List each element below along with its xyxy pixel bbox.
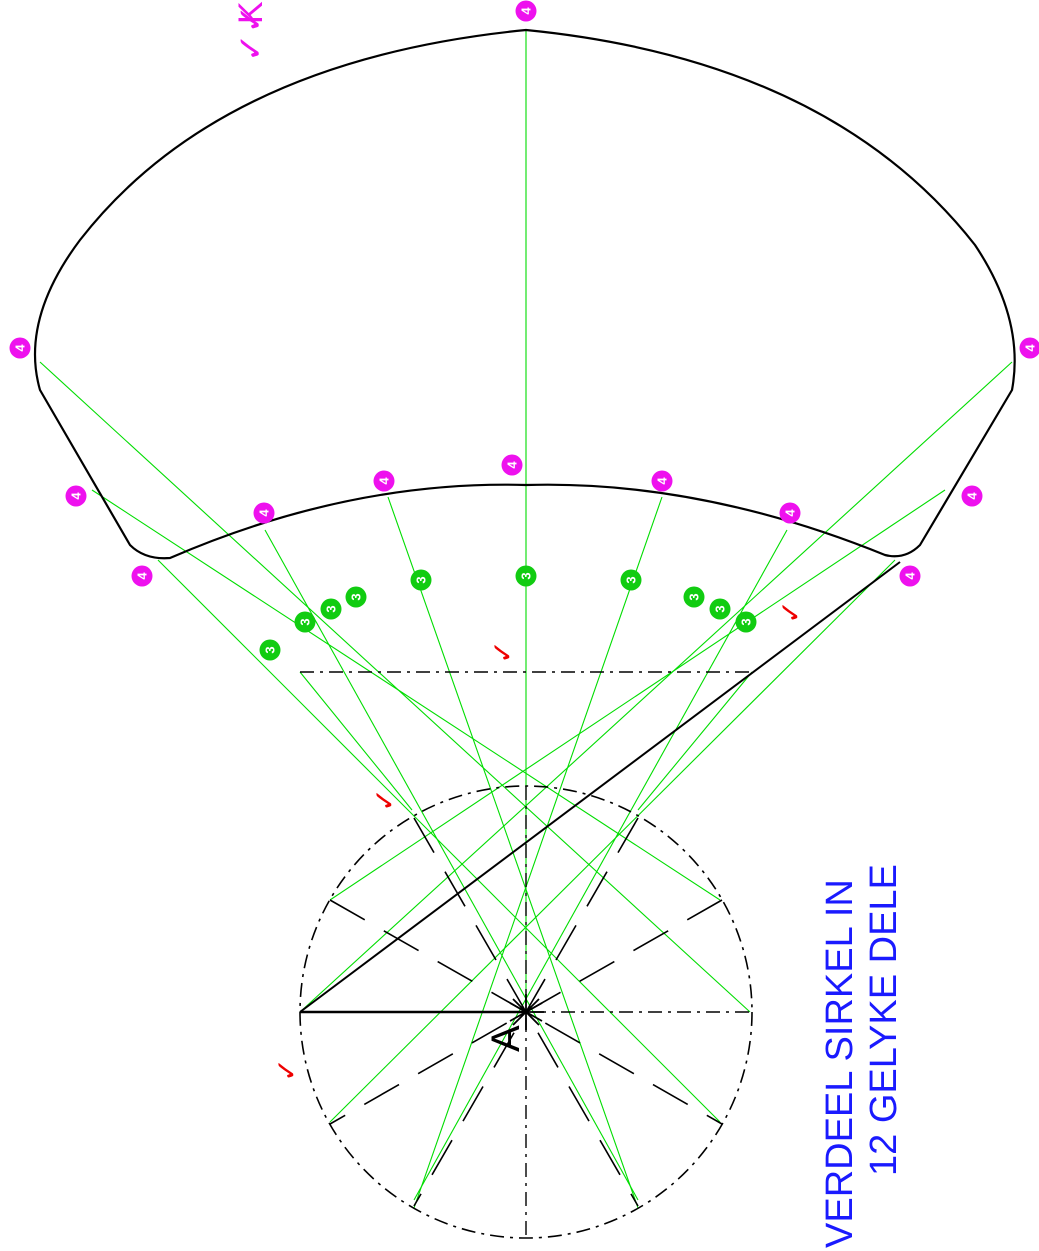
step-4-marker-label: 4 xyxy=(505,461,520,469)
step-4-marker-label: 4 xyxy=(903,572,918,580)
step-3-marker-circle xyxy=(294,611,316,633)
step-4-marker-label: 4 xyxy=(655,477,670,485)
step-4-marker: 4 xyxy=(65,485,87,507)
step-3-marker-label: 3 xyxy=(624,576,639,583)
step-3-marker-label: 3 xyxy=(324,605,339,612)
check-mark: ✓ xyxy=(774,600,807,623)
step-4-marker-circle xyxy=(65,485,87,507)
step-3-marker-label: 3 xyxy=(687,593,702,600)
check-mark: ✓ xyxy=(368,788,401,811)
step-3-marker-circle xyxy=(735,611,757,633)
step-4-marker-label: 4 xyxy=(69,492,84,500)
step-3-marker: 3 xyxy=(620,569,642,591)
generator-line xyxy=(91,489,721,901)
step-4-marker: 4 xyxy=(373,470,395,492)
generator-line xyxy=(329,559,896,1123)
step-4-marker-circle xyxy=(1019,337,1039,359)
step-3-marker-label: 3 xyxy=(263,646,278,653)
step-3-marker: 3 xyxy=(735,611,757,633)
step-4-marker-label: 4 xyxy=(13,344,28,352)
step-4-marker-circle xyxy=(961,485,983,507)
step-4-marker-label: 4 xyxy=(377,477,392,485)
generator-line xyxy=(299,671,413,811)
step-3-marker-circle xyxy=(345,586,367,608)
step-3-marker: 3 xyxy=(515,565,537,587)
step-3-marker: 3 xyxy=(259,639,281,661)
step-4-marker-label: 4 xyxy=(783,509,798,517)
generator-line xyxy=(39,361,751,1013)
step-4-marker: 4 xyxy=(651,470,673,492)
step-3-marker-label: 3 xyxy=(349,593,364,600)
generator-line xyxy=(299,361,1013,1013)
step-4-marker-circle xyxy=(515,0,537,22)
cone-outline xyxy=(299,561,901,1014)
step-3-marker-circle xyxy=(410,569,432,591)
step-3-marker-label: 3 xyxy=(519,572,534,579)
step-4-marker-label: 4 xyxy=(135,572,150,580)
step-4-marker-circle xyxy=(253,502,275,524)
step-3-marker-circle xyxy=(259,639,281,661)
title-group: VERDEEL SIRKEL IN 12 GELYKE DELE xyxy=(819,864,905,1248)
corner-note: ✓✓ K xyxy=(232,1,270,62)
check-mark: ✓ xyxy=(486,640,519,663)
step-4-marker-label: 4 xyxy=(519,7,534,15)
step-4-marker: 4 xyxy=(899,565,921,587)
step-4-marker-circle xyxy=(501,454,523,476)
step-3-marker-circle xyxy=(709,598,731,620)
corner-note-mark: ✓✓ xyxy=(232,5,270,62)
step-3-marker: 3 xyxy=(709,598,731,620)
development-outline xyxy=(33,28,1016,560)
step-3-marker: 3 xyxy=(294,611,316,633)
step-4-marker-circle xyxy=(373,470,395,492)
step-3-marker-circle xyxy=(515,565,537,587)
step-3-marker-label: 3 xyxy=(414,576,429,583)
step-4-marker: 4 xyxy=(131,565,153,587)
step-4-marker: 4 xyxy=(515,0,537,22)
step-3-marker-circle xyxy=(683,586,705,608)
step-markers: 3 3 3 3 3 3 3 3 3 3 4 4 4 4 4 4 4 4 4 4 4 4 xyxy=(9,0,1039,661)
step-4-marker-label: 4 xyxy=(965,492,980,500)
step-3-marker: 3 xyxy=(410,569,432,591)
construction-lines xyxy=(39,30,1013,1209)
generator-line xyxy=(329,489,946,901)
step-4-marker: 4 xyxy=(253,502,275,524)
step-3-marker-circle xyxy=(320,598,342,620)
step-3-marker-circle xyxy=(620,569,642,591)
step-3-marker: 3 xyxy=(345,586,367,608)
step-4-marker-label: 4 xyxy=(257,509,272,517)
cone-slant-line xyxy=(299,561,901,1013)
step-4-marker-label: 4 xyxy=(1023,344,1038,352)
step-4-marker-circle xyxy=(9,337,31,359)
step-4-marker: 4 xyxy=(779,502,801,524)
generator-line xyxy=(264,529,639,1201)
step-3-marker-label: 3 xyxy=(739,618,754,625)
step-3-marker: 3 xyxy=(683,586,705,608)
check-mark: ✓ xyxy=(270,1058,303,1081)
step-4-marker-circle xyxy=(651,470,673,492)
title-line-1: VERDEEL SIRKEL IN xyxy=(819,879,861,1248)
step-4-marker: 4 xyxy=(501,454,523,476)
step-3-marker-label: 3 xyxy=(298,618,313,625)
step-4-marker: 4 xyxy=(961,485,983,507)
corner-note-text: K xyxy=(232,1,270,24)
step-3-marker: 3 xyxy=(320,598,342,620)
generator-line xyxy=(413,496,663,1209)
generator-line xyxy=(637,671,753,811)
generator-line xyxy=(413,529,788,1201)
generator-line xyxy=(157,559,721,1123)
step-4-marker-circle xyxy=(131,565,153,587)
step-4-marker-circle xyxy=(779,502,801,524)
step-4-marker: 4 xyxy=(9,337,31,359)
title-line-2: 12 GELYKE DELE xyxy=(863,864,905,1176)
step-4-marker: 4 xyxy=(1019,337,1039,359)
check-marks: ✓ ✓ ✓ ✓ xyxy=(270,600,807,1081)
point-a-label: A xyxy=(484,1025,528,1052)
step-3-marker-label: 3 xyxy=(713,605,728,612)
step-4-marker-circle xyxy=(899,565,921,587)
